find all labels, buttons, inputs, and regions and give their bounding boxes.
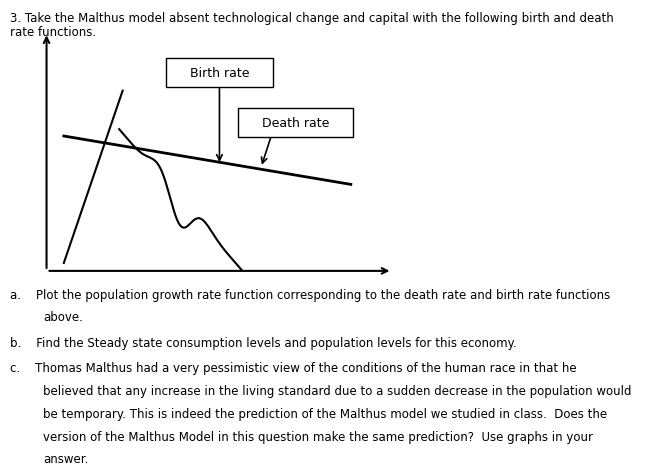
Text: 3. Take the Malthus model absent technological change and capital with the follo: 3. Take the Malthus model absent technol… <box>10 12 614 25</box>
Text: Death rate: Death rate <box>262 117 329 130</box>
Text: rate functions.: rate functions. <box>10 26 96 39</box>
Text: above.: above. <box>43 311 83 324</box>
Text: c.    Thomas Malthus had a very pessimistic view of the conditions of the human : c. Thomas Malthus had a very pessimistic… <box>10 361 577 374</box>
Text: believed that any increase in the living standard due to a sudden decrease in th: believed that any increase in the living… <box>43 384 632 397</box>
FancyBboxPatch shape <box>239 109 352 138</box>
Text: answer.: answer. <box>43 453 88 466</box>
Text: Birth rate: Birth rate <box>190 67 249 79</box>
FancyBboxPatch shape <box>166 59 273 88</box>
Text: version of the Malthus Model in this question make the same prediction?  Use gra: version of the Malthus Model in this que… <box>43 430 593 443</box>
Text: a.    Plot the population growth rate function corresponding to the death rate a: a. Plot the population growth rate funct… <box>10 288 610 301</box>
Text: be temporary. This is indeed the prediction of the Malthus model we studied in c: be temporary. This is indeed the predict… <box>43 407 607 420</box>
Text: b.    Find the Steady state consumption levels and population levels for this ec: b. Find the Steady state consumption lev… <box>10 336 517 349</box>
